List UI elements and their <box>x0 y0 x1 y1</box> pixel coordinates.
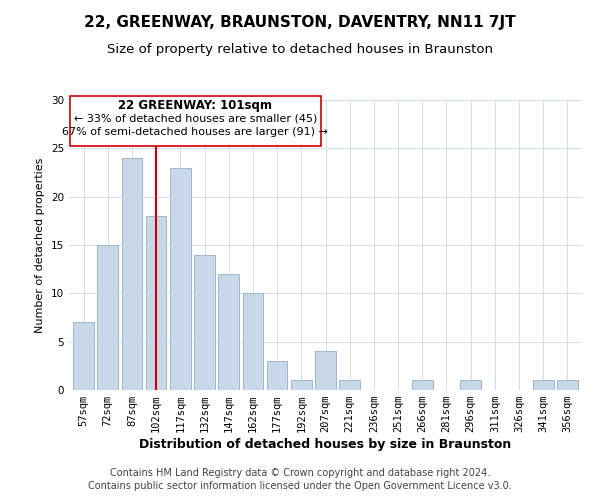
Bar <box>267 361 287 390</box>
Bar <box>194 254 215 390</box>
Bar <box>242 294 263 390</box>
Bar <box>291 380 311 390</box>
FancyBboxPatch shape <box>70 96 320 146</box>
Text: 67% of semi-detached houses are larger (91) →: 67% of semi-detached houses are larger (… <box>62 127 328 137</box>
Bar <box>170 168 191 390</box>
Bar <box>146 216 166 390</box>
Bar <box>533 380 554 390</box>
X-axis label: Distribution of detached houses by size in Braunston: Distribution of detached houses by size … <box>139 438 512 451</box>
Bar <box>122 158 142 390</box>
Y-axis label: Number of detached properties: Number of detached properties <box>35 158 46 332</box>
Text: Contains HM Land Registry data © Crown copyright and database right 2024.: Contains HM Land Registry data © Crown c… <box>110 468 490 477</box>
Bar <box>218 274 239 390</box>
Bar <box>97 245 118 390</box>
Text: Contains public sector information licensed under the Open Government Licence v3: Contains public sector information licen… <box>88 481 512 491</box>
Text: Size of property relative to detached houses in Braunston: Size of property relative to detached ho… <box>107 42 493 56</box>
Bar <box>460 380 481 390</box>
Text: 22, GREENWAY, BRAUNSTON, DAVENTRY, NN11 7JT: 22, GREENWAY, BRAUNSTON, DAVENTRY, NN11 … <box>84 15 516 30</box>
Text: ← 33% of detached houses are smaller (45): ← 33% of detached houses are smaller (45… <box>74 114 317 124</box>
Bar <box>73 322 94 390</box>
Bar <box>315 352 336 390</box>
Bar <box>557 380 578 390</box>
Text: 22 GREENWAY: 101sqm: 22 GREENWAY: 101sqm <box>118 99 272 112</box>
Bar <box>340 380 360 390</box>
Bar <box>412 380 433 390</box>
